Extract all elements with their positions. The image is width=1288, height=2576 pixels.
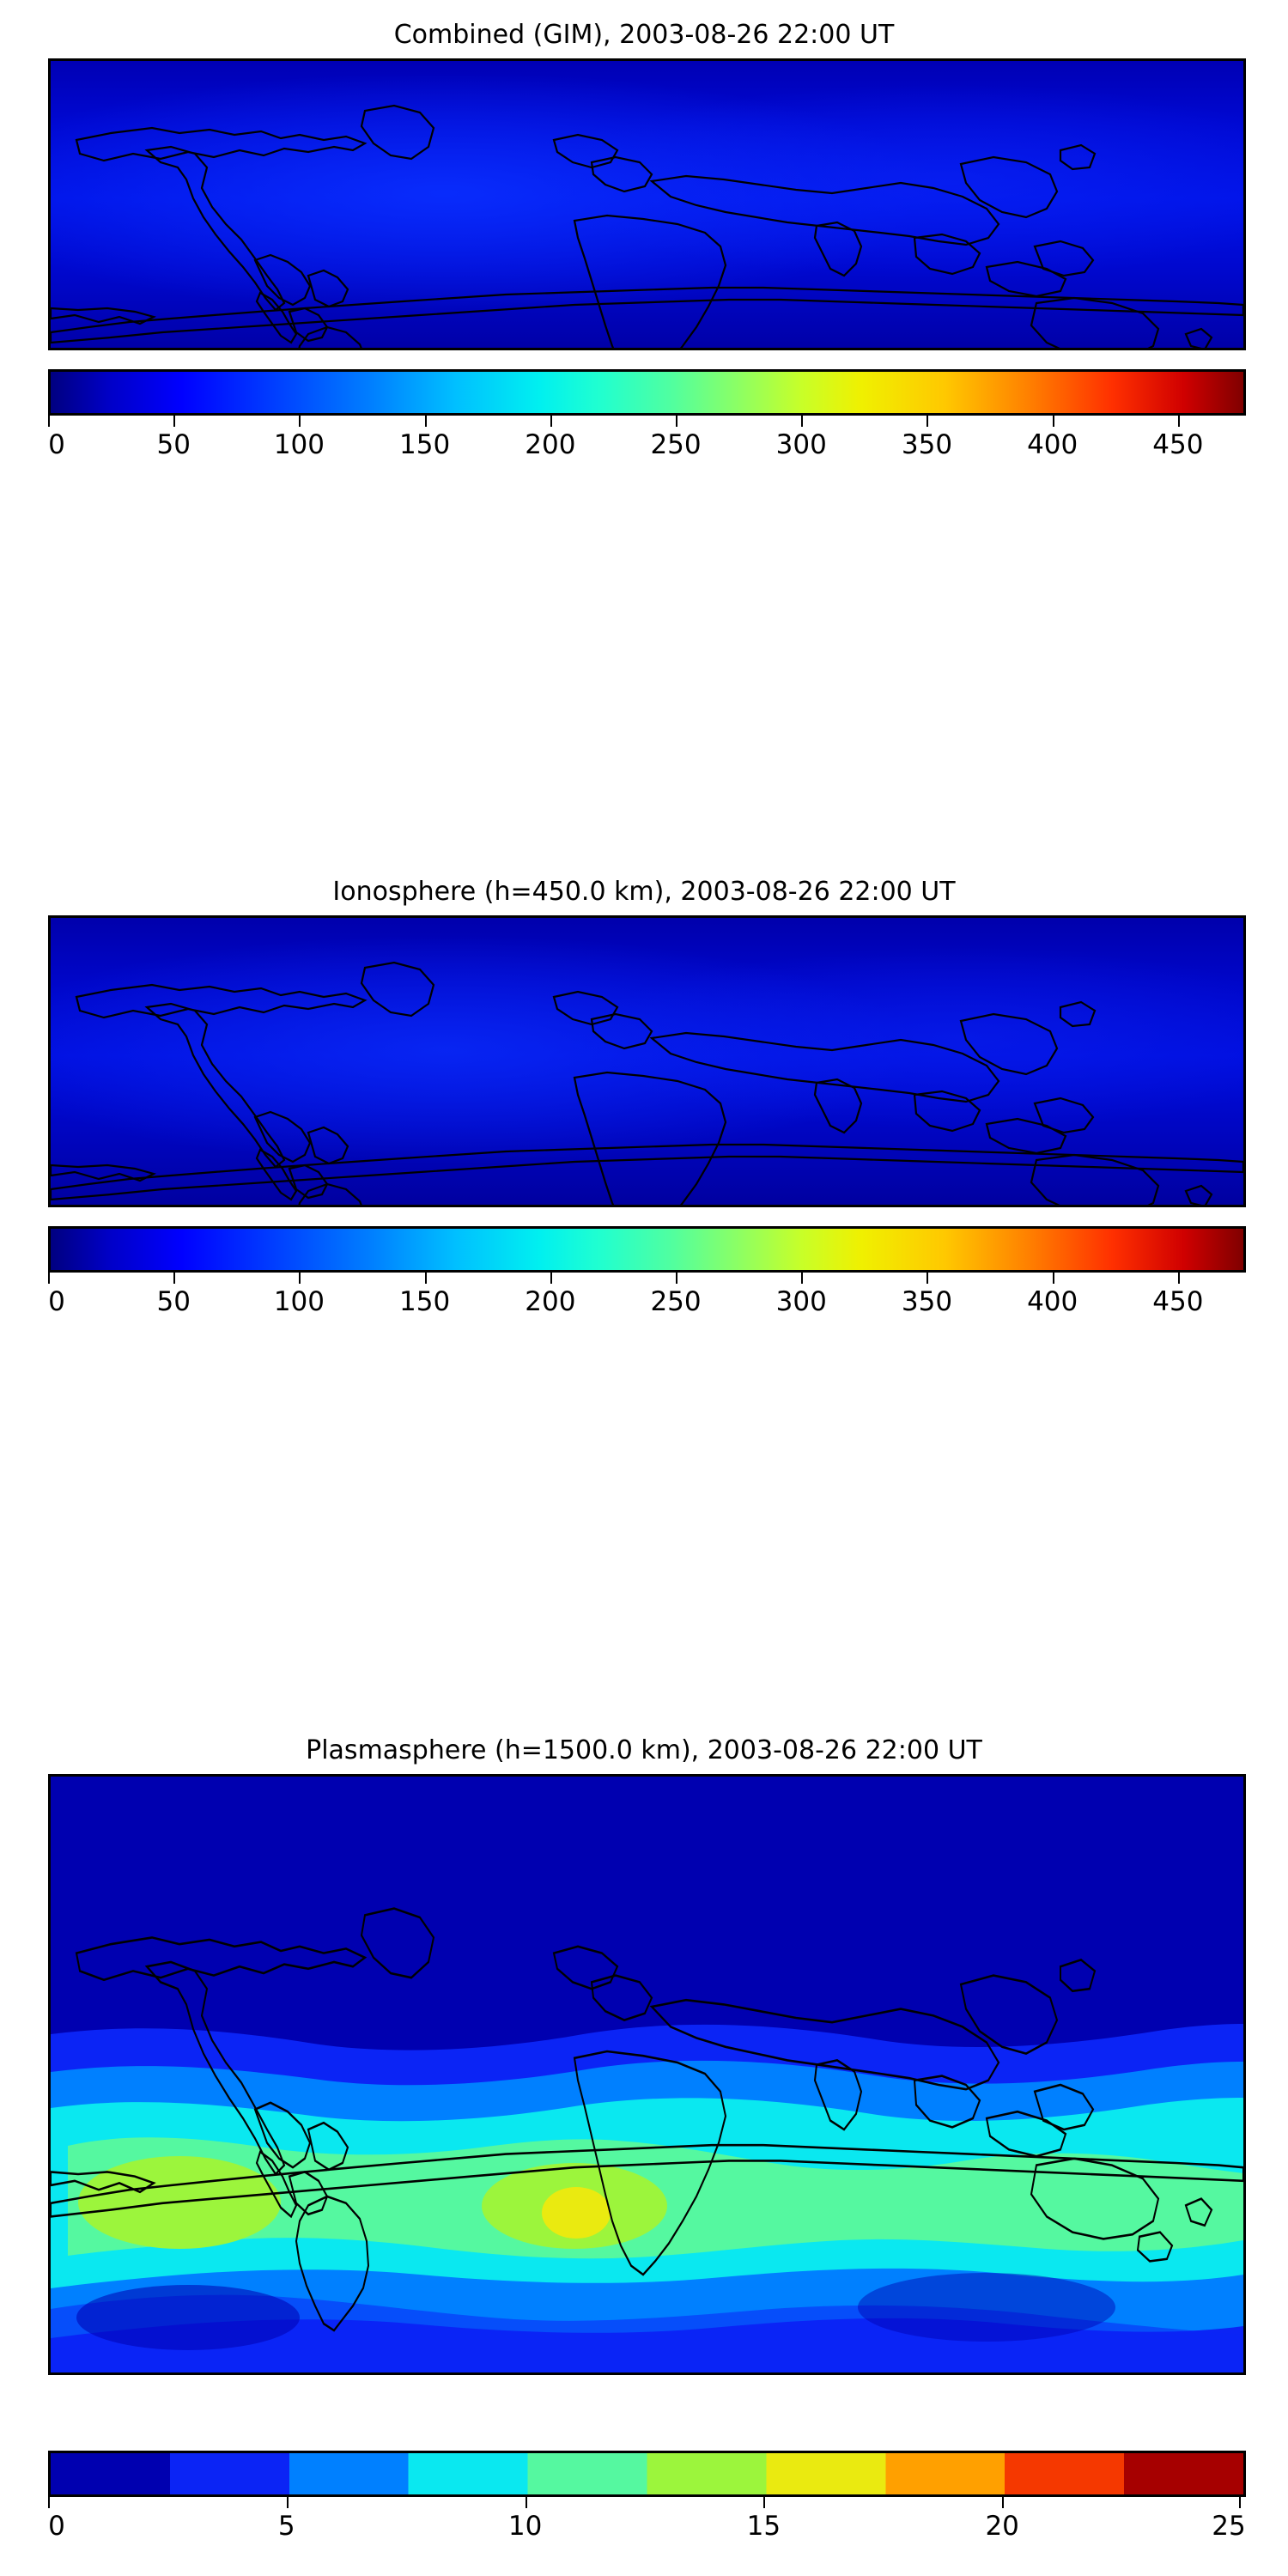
colorbar-ionosphere: 0 50 100 150 200 250 300 350 400 450 <box>48 1226 1246 1322</box>
map-plasmasphere <box>48 1774 1246 2375</box>
colorbar-tick <box>424 1273 427 1284</box>
map-plasmasphere-canvas <box>51 1777 1243 2372</box>
colorbar-tick-label: 150 <box>399 1286 451 1317</box>
colorbar-tick-label: 450 <box>1152 429 1204 460</box>
colorbar-tick-label: 15 <box>746 2511 781 2542</box>
colorbar-tick <box>550 416 552 427</box>
colorbar-tick-label: 200 <box>525 429 576 460</box>
panel-title-ionosphere: Ionosphere (h=450.0 km), 2003-08-26 22:0… <box>332 877 956 907</box>
colorbar-tick-label: 50 <box>156 429 191 460</box>
colorbar-tick <box>801 416 804 427</box>
colorbar-tick <box>763 2497 766 2508</box>
panel-combined-gim: Combined (GIM), 2003-08-26 22:00 UT <box>0 19 1288 52</box>
colorbar-combined-gim-gradient <box>51 372 1243 413</box>
colorbar-tick-label: 300 <box>775 1286 827 1317</box>
colorbar-tick <box>48 416 50 427</box>
colorbar-plasmasphere-axis: 0 5 10 15 20 25 <box>48 2497 1246 2547</box>
colorbar-tick-label: 5 <box>277 2511 295 2542</box>
map-combined-gim-canvas <box>51 61 1243 348</box>
colorbar-tick-label: 100 <box>273 1286 325 1317</box>
colorbar-combined-gim-axis: 0 50 100 150 200 250 300 350 400 450 <box>48 416 1246 465</box>
colorbar-tick <box>1052 1273 1054 1284</box>
colorbar-tick <box>424 416 427 427</box>
colorbar-tick <box>48 1273 50 1284</box>
colorbar-plasmasphere-gradient <box>51 2453 1243 2494</box>
colorbar-tick <box>1177 1273 1180 1284</box>
colorbar-tick <box>286 2497 289 2508</box>
colorbar-tick <box>1002 2497 1005 2508</box>
colorbar-tick-label: 10 <box>507 2511 543 2542</box>
colorbar-tick-label: 25 <box>1212 2511 1246 2542</box>
colorbar-tick-label: 0 <box>48 2511 65 2542</box>
panel-title-combined-gim: Combined (GIM), 2003-08-26 22:00 UT <box>393 20 895 50</box>
colorbar-ionosphere-axis: 0 50 100 150 200 250 300 350 400 450 <box>48 1273 1246 1322</box>
colorbar-tick <box>299 416 301 427</box>
colorbar-tick-label: 400 <box>1027 1286 1078 1317</box>
colorbar-tick-label: 250 <box>650 1286 702 1317</box>
colorbar-tick-label: 20 <box>985 2511 1019 2542</box>
colorbar-tick-label: 350 <box>901 429 953 460</box>
colorbar-tick-label: 0 <box>48 429 65 460</box>
colorbar-tick <box>173 416 176 427</box>
colorbar-tick <box>1239 2497 1241 2508</box>
colorbar-tick <box>525 2497 527 2508</box>
colorbar-tick <box>299 1273 301 1284</box>
panel-title-plasmasphere: Plasmasphere (h=1500.0 km), 2003-08-26 2… <box>306 1735 982 1765</box>
colorbar-tick-label: 50 <box>156 1286 191 1317</box>
colorbar-tick-label: 200 <box>525 1286 576 1317</box>
colorbar-tick-label: 300 <box>775 429 827 460</box>
panel-plasmasphere: Plasmasphere (h=1500.0 km), 2003-08-26 2… <box>0 1735 1288 1767</box>
colorbar-combined-gim: 0 50 100 150 200 250 300 350 400 450 <box>48 369 1246 465</box>
colorbar-tick <box>48 2497 50 2508</box>
colorbar-tick-label: 350 <box>901 1286 953 1317</box>
colorbar-tick <box>1052 416 1054 427</box>
map-ionosphere <box>48 915 1246 1207</box>
colorbar-tick-label: 100 <box>273 429 325 460</box>
panel-ionosphere: Ionosphere (h=450.0 km), 2003-08-26 22:0… <box>0 876 1288 908</box>
colorbar-plasmasphere-bar <box>48 2451 1246 2497</box>
colorbar-tick <box>927 1273 929 1284</box>
colorbar-tick-label: 150 <box>399 429 451 460</box>
colorbar-tick <box>173 1273 176 1284</box>
colorbar-tick-label: 250 <box>650 429 702 460</box>
colorbar-combined-gim-bar <box>48 369 1246 416</box>
colorbar-ionosphere-gradient <box>51 1229 1243 1270</box>
colorbar-tick <box>1177 416 1180 427</box>
colorbar-plasmasphere: 0 5 10 15 20 25 <box>48 2451 1246 2547</box>
colorbar-tick <box>676 416 678 427</box>
colorbar-tick-label: 400 <box>1027 429 1078 460</box>
colorbar-tick-label: 0 <box>48 1286 65 1317</box>
map-ionosphere-canvas <box>51 918 1243 1205</box>
colorbar-ionosphere-bar <box>48 1226 1246 1273</box>
colorbar-tick <box>676 1273 678 1284</box>
colorbar-tick <box>927 416 929 427</box>
colorbar-tick <box>550 1273 552 1284</box>
map-combined-gim <box>48 58 1246 350</box>
colorbar-tick <box>801 1273 804 1284</box>
colorbar-tick-label: 450 <box>1152 1286 1204 1317</box>
